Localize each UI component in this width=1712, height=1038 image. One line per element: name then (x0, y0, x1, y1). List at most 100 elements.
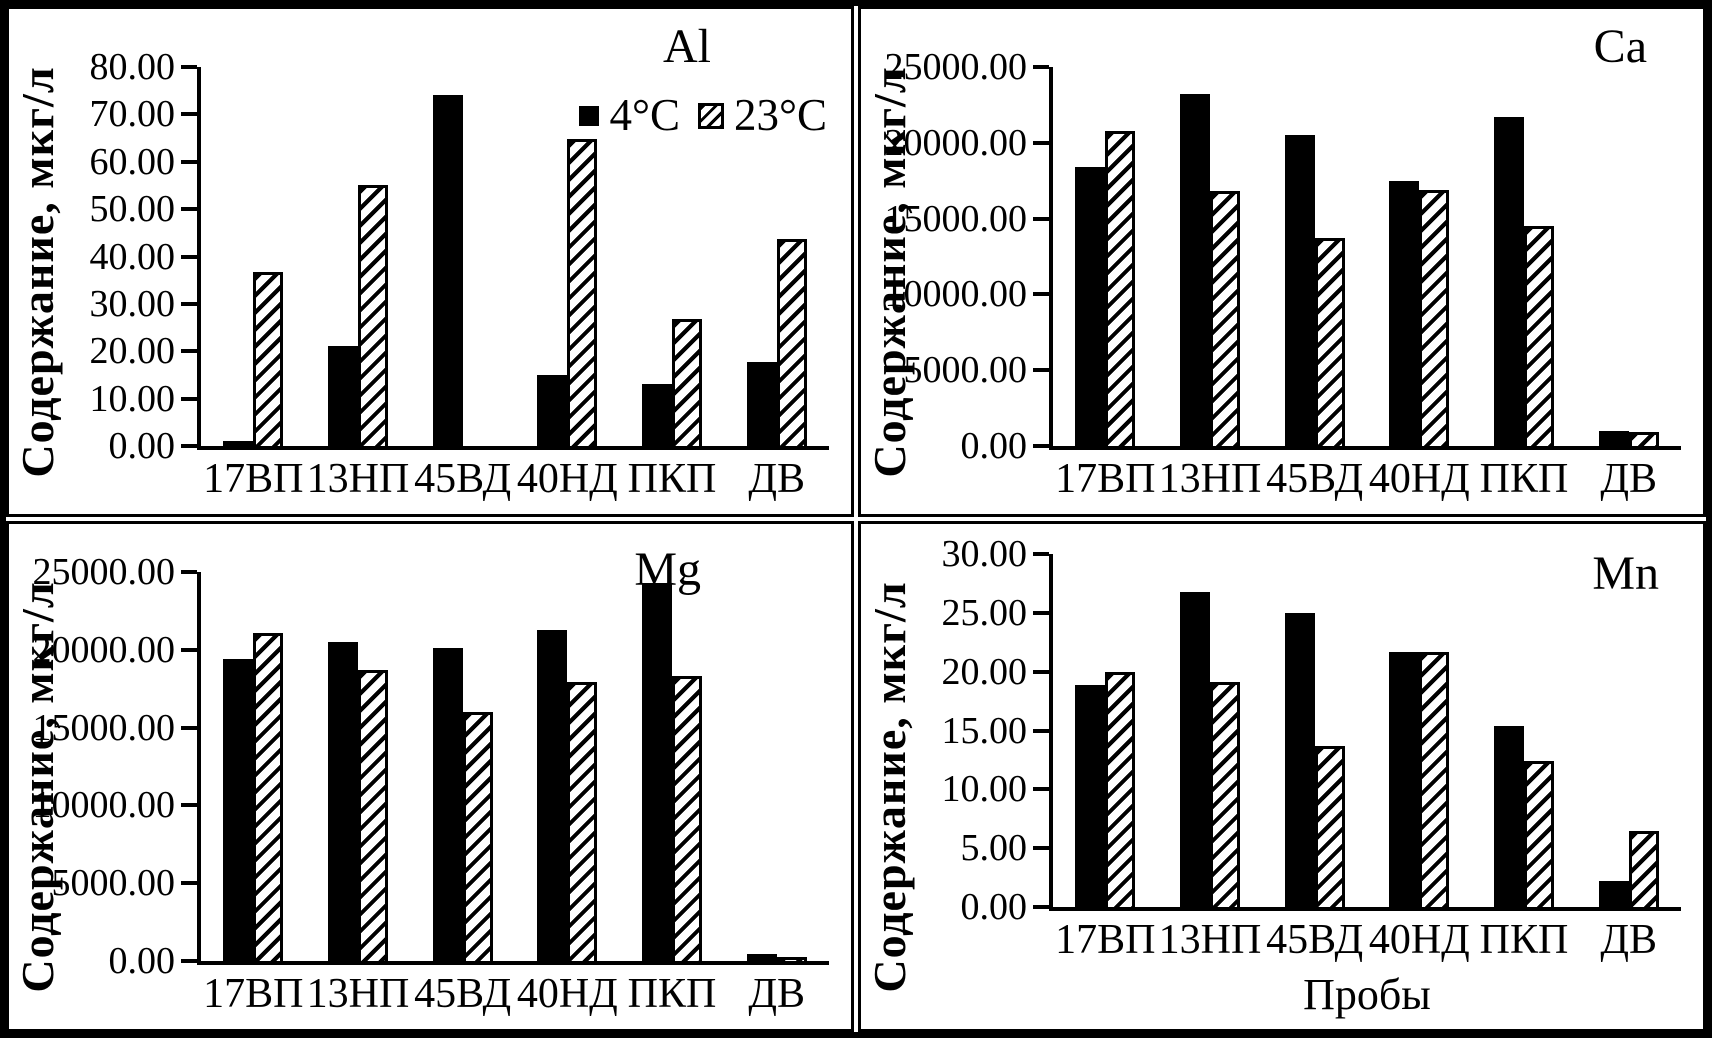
bar-4c (327, 642, 358, 961)
y-tick-mark (181, 959, 197, 963)
plot-area: Пробы 0.00 5.00 10.00 15.00 20.00 25.00 30.00 1… (942, 535, 1681, 1017)
y-tick-mark (1033, 65, 1049, 69)
y-tick-mark (1033, 669, 1049, 674)
y-tick-label: 15000.00 (884, 197, 1028, 240)
bar-group (1576, 554, 1681, 907)
legend-item-23c: 23°C (697, 90, 827, 140)
bar-4c (327, 345, 358, 446)
y-tick-mark (181, 570, 197, 574)
legend-label-23c: 23°C (733, 90, 827, 140)
bar-group (1262, 67, 1367, 446)
bar-23c (1523, 226, 1554, 446)
bar-23c (1209, 191, 1240, 446)
category-label: 13НП (306, 456, 410, 502)
category-label: 13НП (1158, 456, 1262, 502)
category-label: 40НД (1368, 456, 1470, 502)
bar-4c (1598, 881, 1629, 907)
y-tick-label: 10.00 (941, 768, 1028, 811)
category-label: ДВ (748, 971, 805, 1017)
bar-4c (432, 648, 463, 961)
category-label: 45ВД (1266, 456, 1364, 502)
y-tick-mark (1033, 552, 1049, 556)
legend-swatch-solid-icon (579, 105, 600, 126)
y-tick-label: 10000.00 (32, 784, 176, 827)
bar-23c (671, 676, 702, 961)
y-tick-label: 20000.00 (884, 121, 1028, 164)
bar-group (306, 67, 411, 446)
bar-4c (432, 95, 463, 446)
y-tick-mark (1033, 787, 1049, 792)
y-tick-label: 25.00 (941, 591, 1028, 634)
bar-23c (776, 238, 807, 446)
y-tick-mark (1033, 292, 1049, 297)
y-tick-mark (1033, 728, 1049, 733)
bar-group (1367, 67, 1472, 446)
bar-4c (1493, 725, 1524, 907)
bar-4c (1179, 591, 1210, 907)
y-tick-label: 80.00 (89, 46, 176, 88)
legend: 4°C 23°C (579, 93, 827, 138)
bar-group (201, 67, 306, 446)
bar-4c (1075, 684, 1106, 907)
y-tick-label: 15.00 (941, 709, 1028, 752)
y-axis-label: Содержание, мкг/л (864, 580, 915, 993)
y-tick-label: 20000.00 (32, 628, 176, 671)
y-tick-mark (181, 301, 197, 306)
bar-group (620, 67, 725, 446)
bar-group (1262, 554, 1367, 907)
plot-area: 0.00 5000.00 10000.00 15000.00 20000.00 25000… (33, 553, 829, 1015)
y-tick-mark (181, 881, 197, 886)
x-axis-label: Пробы (1303, 970, 1431, 1019)
bar-4c (223, 441, 254, 446)
category-label: 45ВД (1266, 917, 1364, 963)
bar-4c (537, 629, 568, 961)
y-tick-mark (1033, 846, 1049, 851)
bar-23c (462, 712, 493, 961)
y-tick-label: 0.00 (960, 425, 1028, 467)
y-tick-label: 10000.00 (884, 273, 1028, 316)
bar-23c (1628, 830, 1659, 907)
bar-4c (641, 384, 672, 446)
bar-group (410, 572, 515, 961)
bar-group (1472, 67, 1577, 446)
y-tick-mark (181, 254, 197, 259)
y-tick-mark (181, 444, 197, 448)
y-tick-mark (181, 396, 197, 401)
y-tick-label: 25000.00 (884, 46, 1028, 88)
bar-group (724, 572, 829, 961)
y-tick-mark (1033, 444, 1049, 448)
legend-item-4c: 4°C (579, 93, 680, 138)
category-label: 45ВД (414, 971, 512, 1017)
bar-23c (776, 957, 807, 961)
category-label: 40НД (516, 971, 618, 1017)
bar-group (1053, 67, 1158, 446)
y-tick-label: 40.00 (89, 235, 176, 278)
bar-group (620, 572, 725, 961)
bar-4c (1493, 117, 1524, 446)
y-tick-label: 60.00 (89, 140, 176, 183)
bar-group (410, 67, 515, 446)
category-label: 40НД (516, 456, 618, 502)
y-tick-label: 5000.00 (51, 862, 176, 905)
bar-group (1576, 67, 1681, 446)
bar-group (1158, 67, 1263, 446)
bar-23c (567, 139, 598, 446)
bar-4c (1179, 94, 1210, 446)
category-label: 17ВП (1055, 917, 1156, 963)
bar-23c (1105, 671, 1136, 907)
bar-4c (746, 954, 777, 961)
chart-title-al: Al (663, 20, 711, 73)
bar-4c (1389, 651, 1420, 907)
bar-23c (253, 271, 284, 446)
y-tick-mark (1033, 216, 1049, 221)
bar-group (515, 67, 620, 446)
bar-4c (1598, 430, 1629, 446)
y-tick-label: 5000.00 (903, 349, 1028, 392)
plot-area: 0.00 5000.00 10000.00 15000.00 20000.00 25000… (885, 48, 1681, 500)
panel-al: Содержание, мкг/л Al 4°C 23°C 0.00 10.00 2… (6, 6, 854, 517)
y-tick-mark (181, 803, 197, 808)
legend-swatch-hatch-icon (697, 102, 724, 129)
chart-title-mn: Mn (1592, 547, 1659, 600)
bar-23c (357, 670, 388, 961)
